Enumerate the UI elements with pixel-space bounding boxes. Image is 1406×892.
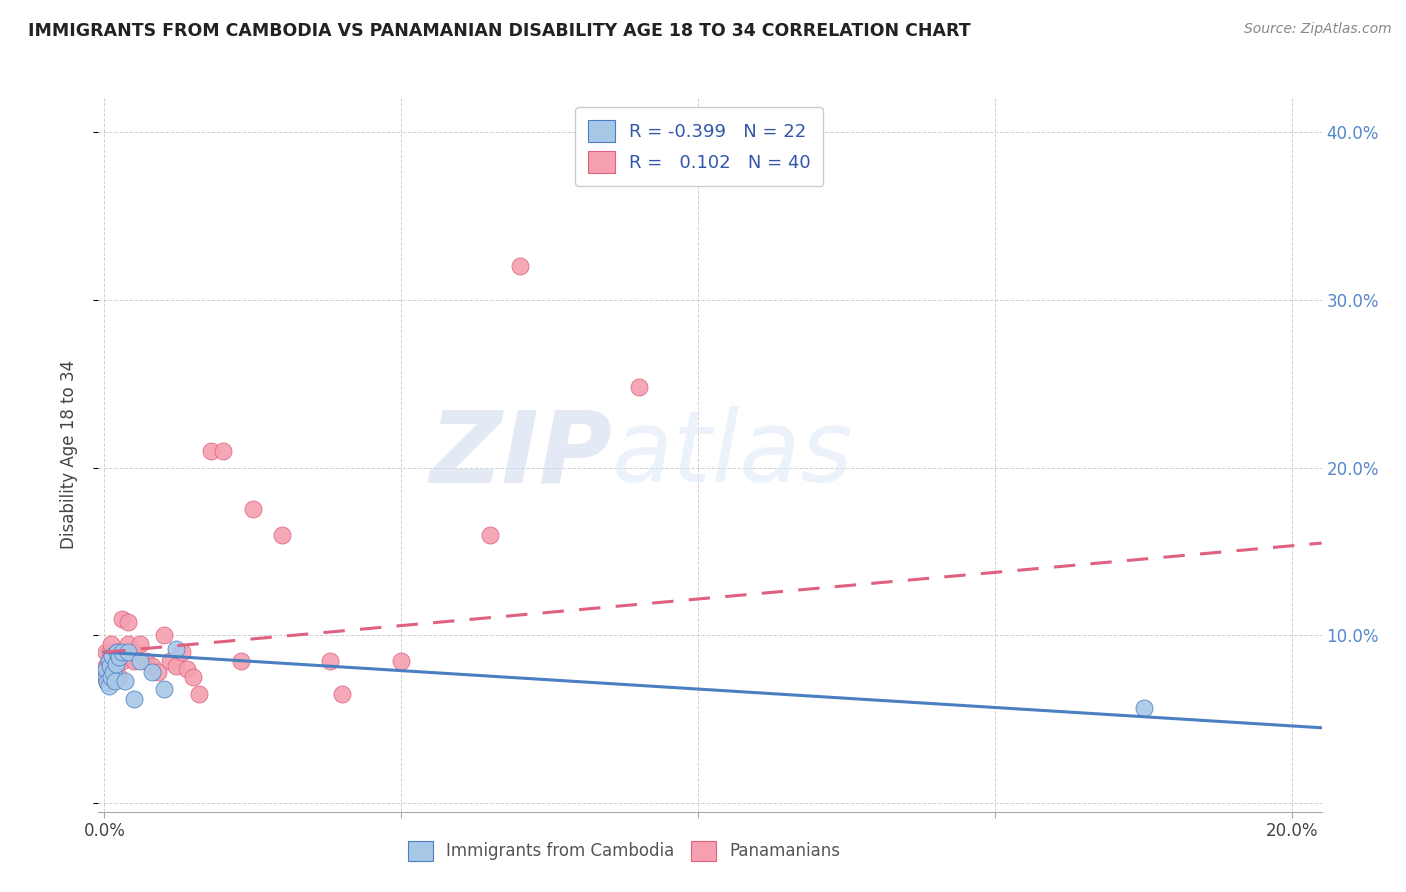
Y-axis label: Disability Age 18 to 34: Disability Age 18 to 34	[59, 360, 77, 549]
Point	[117, 645, 139, 659]
Text: Source: ZipAtlas.com: Source: ZipAtlas.com	[1244, 22, 1392, 37]
Point	[101, 665, 124, 680]
Point	[105, 654, 128, 668]
Point	[98, 654, 121, 668]
Point	[94, 670, 117, 684]
Point	[141, 658, 163, 673]
Point	[129, 654, 152, 668]
Point	[107, 645, 129, 659]
Point	[319, 654, 342, 668]
Point	[389, 654, 412, 668]
Point	[152, 682, 174, 697]
Point	[117, 615, 139, 629]
Point	[104, 673, 127, 688]
Point	[152, 628, 174, 642]
Point	[229, 654, 252, 668]
Point	[97, 654, 120, 668]
Point	[111, 612, 134, 626]
Point	[114, 673, 136, 688]
Point	[111, 645, 134, 659]
Point	[271, 527, 294, 541]
Text: ZIP: ZIP	[429, 407, 612, 503]
Point	[94, 670, 117, 684]
Point	[117, 637, 139, 651]
Point	[94, 645, 117, 659]
Point	[183, 670, 205, 684]
Legend: Immigrants from Cambodia, Panamanians: Immigrants from Cambodia, Panamanians	[402, 834, 848, 868]
Point	[176, 662, 198, 676]
Point	[108, 670, 131, 684]
Point	[107, 645, 129, 659]
Point	[627, 380, 650, 394]
Text: IMMIGRANTS FROM CAMBODIA VS PANAMANIAN DISABILITY AGE 18 TO 34 CORRELATION CHART: IMMIGRANTS FROM CAMBODIA VS PANAMANIAN D…	[28, 22, 970, 40]
Point	[200, 443, 222, 458]
Point	[108, 650, 131, 665]
Point	[100, 670, 122, 684]
Point	[146, 665, 169, 680]
Point	[111, 654, 134, 668]
Point	[135, 654, 157, 668]
Point	[97, 679, 120, 693]
Point	[98, 645, 121, 659]
Point	[96, 675, 118, 690]
Point	[103, 665, 125, 680]
Point	[122, 692, 145, 706]
Point	[170, 645, 193, 659]
Point	[129, 637, 152, 651]
Point	[479, 527, 502, 541]
Point	[103, 654, 125, 668]
Point	[165, 658, 187, 673]
Point	[94, 658, 117, 673]
Point	[1132, 700, 1154, 714]
Point	[159, 654, 181, 668]
Point	[101, 648, 124, 663]
Point	[98, 658, 121, 673]
Point	[188, 687, 211, 701]
Point	[509, 259, 531, 273]
Point	[100, 637, 122, 651]
Point	[94, 662, 117, 676]
Point	[122, 645, 145, 659]
Text: atlas: atlas	[612, 407, 853, 503]
Point	[242, 502, 264, 516]
Point	[165, 641, 187, 656]
Point	[105, 657, 128, 671]
Point	[96, 675, 118, 690]
Point	[141, 665, 163, 680]
Point	[122, 654, 145, 668]
Point	[212, 443, 235, 458]
Point	[330, 687, 353, 701]
